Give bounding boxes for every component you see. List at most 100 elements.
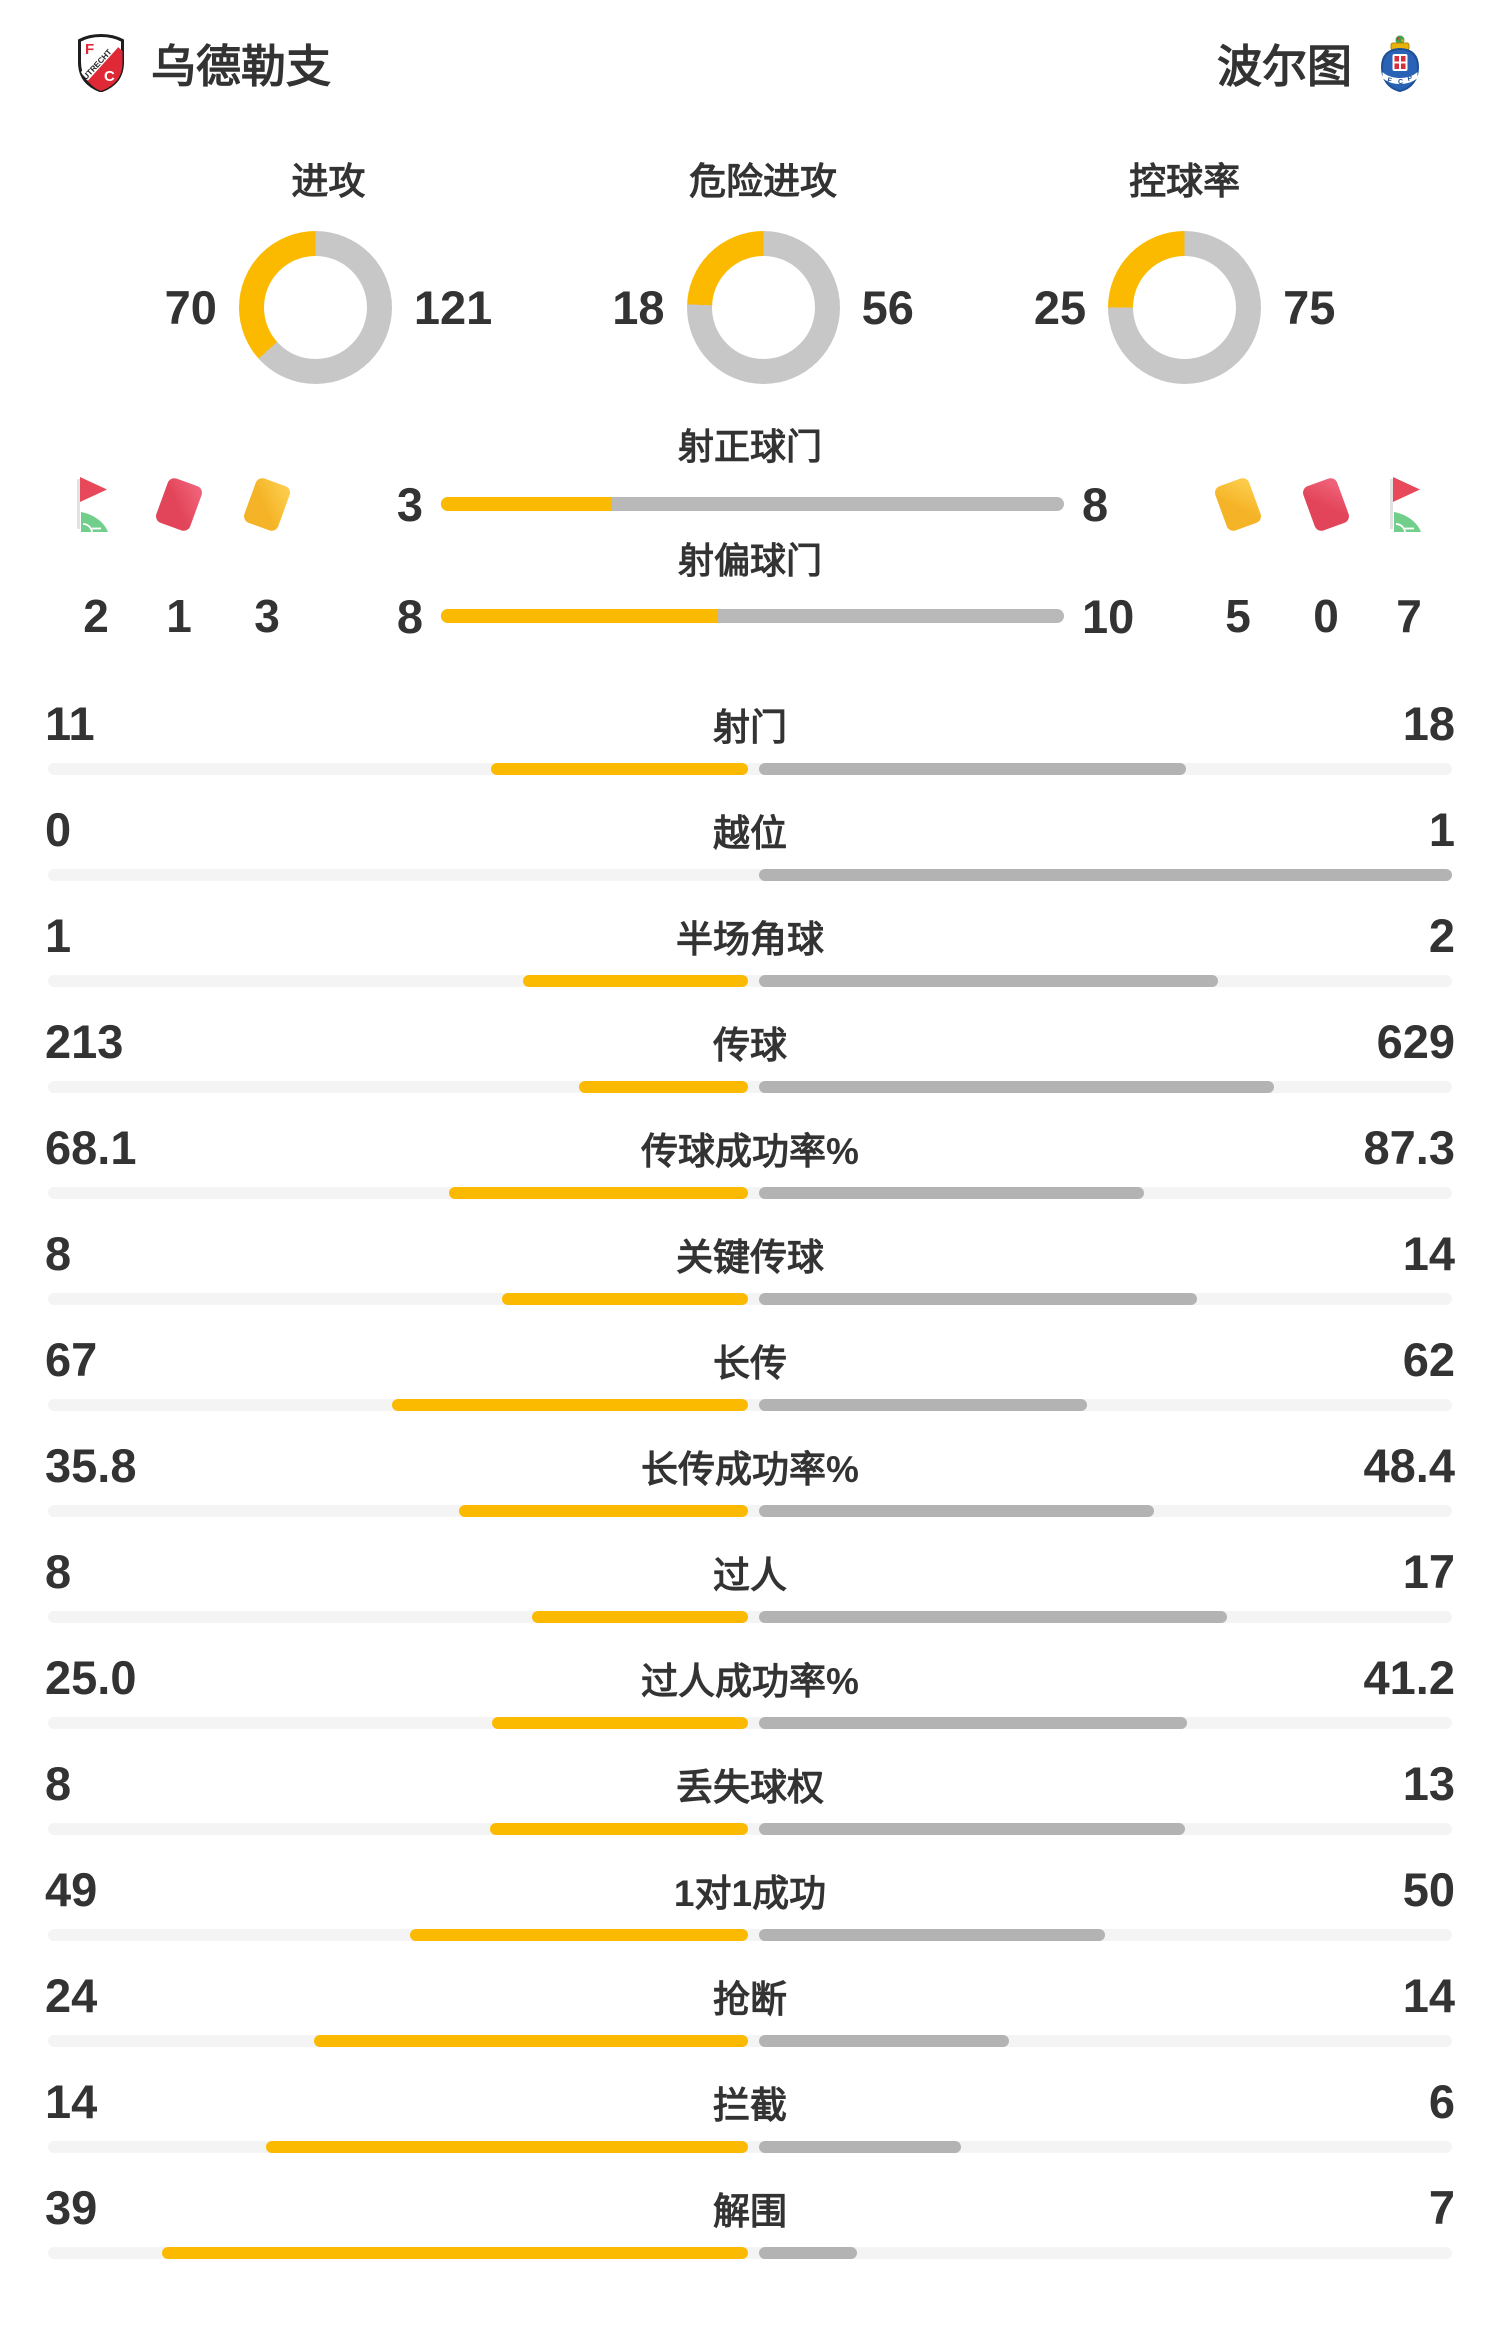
stat-away-bar (759, 1081, 1275, 1093)
stat-away-value: 6 (1428, 2075, 1455, 2128)
shots-off-target-title: 射偏球门 (677, 540, 822, 581)
stat-label: 越位 (713, 812, 787, 854)
stat-away-value: 87.3 (1363, 1121, 1455, 1174)
stat-label: 拦截 (713, 2084, 787, 2126)
stat-home-bar (579, 1081, 748, 1093)
stat-label: 过人 (713, 1554, 787, 1596)
home-team-logo-icon: F C UTRECHT (78, 33, 124, 92)
svg-text:C: C (1398, 79, 1403, 86)
stat-bar-track (48, 1823, 1452, 1835)
home-team-name: 乌德勒支 (151, 41, 332, 92)
stat-bar-track (48, 975, 1452, 987)
donut-title: 控球率 (1129, 161, 1241, 202)
stats-list: 11 射门 18 0 越位 1 1 半场角球 2 213 传球 629 68.1 传球成功率% 87.3 8 关… (0, 684, 1500, 2274)
stat-bar-track (48, 2247, 1452, 2259)
stat-bar-track (48, 1611, 1452, 1623)
stat-home-bar (161, 2247, 748, 2259)
stat-home-value: 213 (45, 1015, 124, 1068)
stat-away-value: 62 (1402, 1333, 1455, 1386)
stat-away-bar (759, 1823, 1185, 1835)
donut-title: 进攻 (291, 161, 366, 202)
donut-home-value: 18 (612, 281, 665, 334)
stat-home-bar (265, 2141, 748, 2153)
corner-flag-icon (77, 477, 108, 533)
stat-away-value: 41.2 (1363, 1651, 1455, 1704)
stat-away-bar (759, 1505, 1154, 1517)
stat-bar-track (48, 2141, 1452, 2153)
shots-on-target-home-fill (441, 497, 612, 511)
donut-group-possession: 控球率 25 75 (1033, 159, 1335, 384)
stat-row: 14 拦截 6 (0, 2062, 1500, 2168)
stat-home-value: 67 (45, 1333, 98, 1386)
stat-home-bar (532, 1611, 748, 1623)
stat-home-bar (409, 1929, 748, 1941)
donut-away-value: 121 (413, 281, 493, 334)
stat-label: 传球成功率% (641, 1130, 859, 1172)
stat-away-bar (759, 1293, 1197, 1305)
stat-row: 39 解围 7 (0, 2168, 1500, 2274)
stat-label: 关键传球 (676, 1236, 824, 1278)
match-header: F C UTRECHT 乌德勒支 波尔图 F C (0, 0, 1500, 95)
svg-text:C: C (104, 68, 115, 85)
stat-label: 长传 (713, 1342, 787, 1384)
stat-home-value: 8 (45, 1227, 72, 1280)
stat-away-bar (759, 2035, 1009, 2047)
yellow-card-icon (242, 475, 292, 533)
stat-label: 1对1成功 (673, 1872, 827, 1914)
stat-bar-track (48, 2035, 1452, 2047)
away-team-name: 波尔图 (1216, 41, 1352, 92)
stat-away-value: 50 (1402, 1863, 1455, 1916)
away-red-cards-count: 0 (1313, 590, 1339, 642)
donut-home-value: 70 (164, 281, 217, 334)
stat-home-bar (458, 1505, 748, 1517)
stat-away-value: 13 (1402, 1757, 1455, 1810)
donut-ring-possession (1108, 231, 1262, 384)
shots-off-target-row: 2 1 3 8 10 5 0 7 (0, 584, 1500, 648)
stat-away-value: 629 (1376, 1015, 1455, 1068)
stat-bar-track (48, 869, 1452, 881)
stat-home-bar (392, 1399, 748, 1411)
donut-home-value: 25 (1033, 281, 1087, 334)
stat-away-bar (759, 1929, 1105, 1941)
stat-home-bar (491, 1717, 748, 1729)
stat-home-value: 49 (45, 1863, 98, 1916)
stat-row: 213 传球 629 (0, 1002, 1500, 1108)
stat-away-value: 1 (1428, 803, 1455, 856)
stat-row: 8 丢失球权 13 (0, 1744, 1500, 1850)
donut-group-attacks: 进攻 70 121 (164, 159, 493, 384)
stat-home-bar (522, 975, 748, 987)
stat-row: 68.1 传球成功率% 87.3 (0, 1108, 1500, 1214)
stat-away-bar (759, 1187, 1145, 1199)
stat-home-bar (490, 763, 748, 775)
stat-home-value: 0 (45, 803, 72, 856)
stat-home-value: 8 (45, 1757, 72, 1810)
shots-off-target-home-fill (441, 609, 718, 623)
stat-away-value: 17 (1402, 1545, 1455, 1598)
shots-on-target-row: 3 8 (0, 470, 1500, 538)
stat-away-bar (759, 975, 1218, 987)
stat-row: 25.0 过人成功率% 41.2 (0, 1638, 1500, 1744)
stat-row: 1 半场角球 2 (0, 896, 1500, 1002)
svg-text:F: F (1387, 77, 1393, 85)
stat-row: 35.8 长传成功率% 48.4 (0, 1426, 1500, 1532)
stat-away-value: 18 (1402, 697, 1455, 750)
donut-ring-dangerous-attacks (686, 231, 840, 384)
donut-ring-attacks (238, 231, 392, 384)
donut-group-dangerous-attacks: 危险进攻 18 56 (612, 159, 914, 384)
home-corners-count: 2 (83, 590, 109, 642)
stat-bar-track (48, 1929, 1452, 1941)
stat-label: 射门 (713, 706, 787, 748)
stat-away-bar (759, 2247, 857, 2259)
svg-text:P: P (1407, 75, 1413, 83)
donut-away-value: 56 (861, 281, 914, 334)
red-card-icon (154, 475, 204, 533)
stat-bar-track (48, 1187, 1452, 1199)
shots-on-target-bar (441, 497, 1064, 511)
stat-home-bar (313, 2035, 748, 2047)
stat-row: 8 关键传球 14 (0, 1214, 1500, 1320)
stat-away-value: 14 (1402, 1969, 1455, 2022)
stat-away-bar (759, 869, 1452, 881)
stat-row: 49 1对1成功 50 (0, 1850, 1500, 1956)
stat-home-bar (489, 1823, 748, 1835)
